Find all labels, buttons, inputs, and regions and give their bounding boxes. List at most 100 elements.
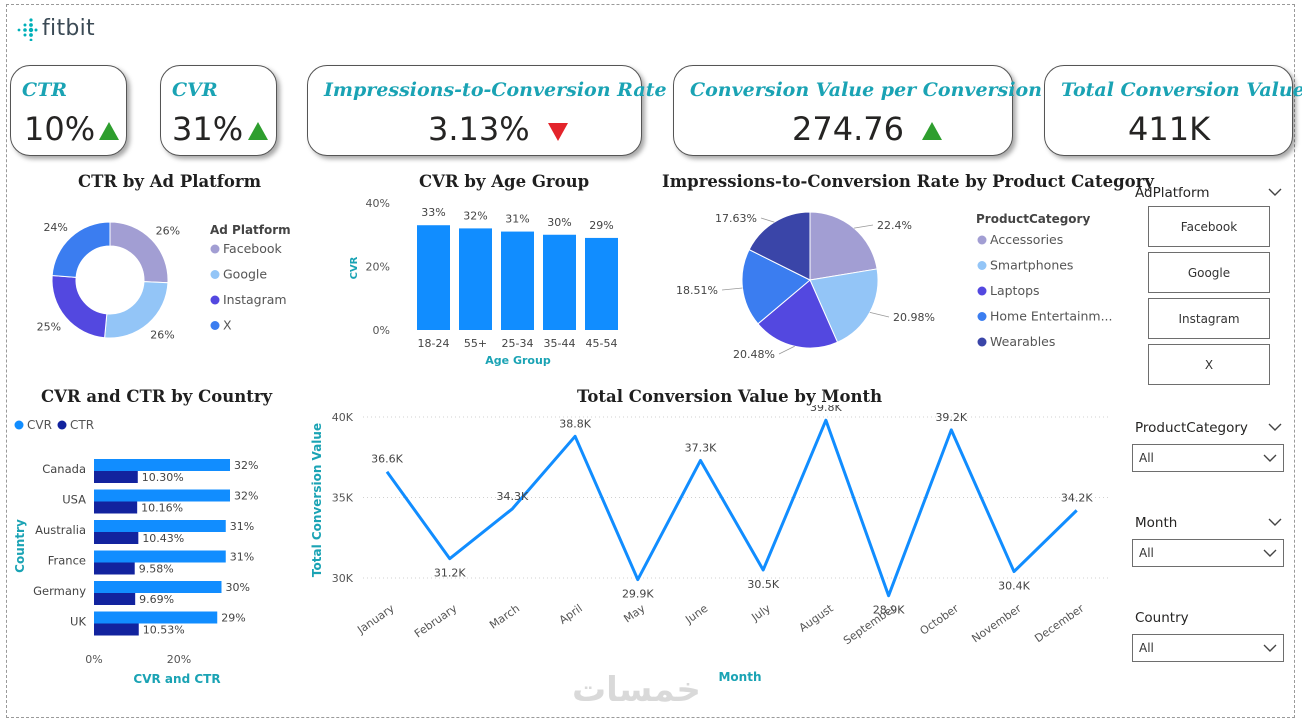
y-tick-label: 35K: [332, 492, 354, 505]
bar-ctr-germany: [94, 593, 136, 605]
slicer-option-instagram[interactable]: Instagram: [1148, 298, 1270, 339]
x-axis-title: Age Group: [485, 354, 551, 367]
donut-data-label: 26%: [150, 328, 174, 341]
chevron-down-icon[interactable]: [1268, 187, 1282, 197]
bar-data-label: 10.30%: [142, 471, 184, 484]
bar-data-label: 29%: [589, 219, 613, 232]
bar-data-label: 10.16%: [141, 502, 183, 515]
kpi-card-value-per-conversion[interactable]: Conversion Value per Conversion 274.76: [673, 65, 1042, 156]
chevron-down-icon[interactable]: [1268, 517, 1282, 527]
pie-slice-0: [809, 211, 878, 281]
x-tick-label: 35-44: [544, 337, 576, 350]
bar-ctr-france: [94, 562, 135, 575]
product-category-dropdown[interactable]: All: [1132, 444, 1284, 472]
bar-data-label: 32%: [234, 459, 258, 472]
brand-name: fitbit: [42, 16, 95, 41]
trend-down-icon: [548, 123, 568, 141]
pie-data-label: 18.51%: [676, 284, 718, 297]
legend-label-google: Google: [223, 267, 267, 282]
kpi-card-total-conversion-value[interactable]: Total Conversion Value 411K: [1044, 65, 1302, 156]
slicer-title-adplatform: AdPlatform: [1135, 185, 1210, 201]
pie-leader-line: [760, 217, 775, 223]
cvr-age-bar-chart[interactable]: 0% 20% 40% 33% 18-24 32% 55+ 31% 25-34 30% 35-44 29…: [340, 190, 640, 370]
line-data-label: 39.2K: [935, 411, 967, 424]
donut-data-label: 25%: [37, 320, 61, 333]
bar-data-label: 33%: [421, 206, 445, 219]
kpi-value: 3.13%: [428, 110, 530, 148]
kpi-card-ctr[interactable]: CTR 10%: [10, 65, 127, 156]
x-tick-label: July: [748, 602, 773, 625]
donut-data-label: 24%: [43, 221, 67, 234]
kpi-card-impressions-to-conversion[interactable]: Impressions-to-Conversion Rate 3.13%: [307, 65, 667, 156]
ctr-donut-chart[interactable]: 26% 26% 25% 24% Ad Platform Facebook Google Ins…: [15, 195, 305, 355]
bar-cvr-usa: [94, 489, 230, 502]
y-tick-label: Australia: [35, 523, 86, 537]
line-data-label: 31.2K: [434, 567, 466, 580]
itc-category-pie-chart[interactable]: 22.4% 20.98% 20.48% 18.51% 17.63% ProductCate…: [655, 195, 1125, 370]
legend-marker: [210, 295, 220, 305]
trend-up-icon: [922, 122, 942, 140]
x-axis-title: Month: [718, 670, 761, 684]
x-tick-label: 45-54: [586, 337, 618, 350]
pie-leader-line: [853, 224, 874, 229]
legend-label: Accessories: [990, 232, 1063, 247]
legend-marker-cvr: [14, 420, 24, 430]
legend-label-instagram: Instagram: [223, 292, 287, 307]
x-tick-label: 0%: [85, 653, 102, 666]
cvr-ctr-country-bar-chart[interactable]: CVR CTR Canada 32% 10.30% USA 32% 10.16% Austral…: [10, 410, 300, 690]
kpi-card-cvr[interactable]: CVR 31%: [160, 65, 277, 156]
bar-data-label: 9.58%: [139, 563, 174, 576]
bar-data-label: 10.43%: [142, 532, 184, 545]
slicer-option-x[interactable]: X: [1148, 344, 1270, 385]
line-data-label: 38.8K: [559, 417, 591, 430]
slicer-title-month: Month: [1135, 515, 1178, 531]
line-data-label: 30.5K: [747, 578, 779, 591]
bar-cvr-uk: [94, 611, 218, 624]
chart-title-cvr-ctr-by-country: CVR and CTR by Country: [41, 387, 273, 406]
y-tick-label: Canada: [42, 462, 86, 476]
y-axis-title: Total Conversion Value: [310, 423, 324, 577]
country-dropdown[interactable]: All: [1132, 634, 1284, 662]
kpi-value: 411K: [1128, 110, 1211, 148]
bar-data-label: 32%: [234, 490, 258, 503]
bar-data-label: 31%: [230, 520, 254, 533]
slicer-option-facebook[interactable]: Facebook: [1148, 206, 1270, 247]
chevron-down-icon[interactable]: [1268, 422, 1282, 432]
pie-leader-line: [721, 287, 743, 291]
fitbit-dots-icon: [17, 17, 38, 41]
legend-label-ctr: CTR: [70, 418, 94, 432]
chart-title-tcv-by-month: Total Conversion Value by Month: [577, 387, 883, 406]
y-tick-label: 0%: [373, 324, 390, 337]
pie-leader-line: [778, 345, 795, 355]
legend-marker-ctr: [57, 420, 67, 430]
line-data-label: 39.8K: [810, 405, 842, 414]
legend-marker: [977, 312, 987, 321]
slicer-option-google[interactable]: Google: [1148, 252, 1270, 293]
y-tick-label: 40K: [332, 411, 354, 424]
bar-data-label: 30%: [547, 216, 571, 229]
bar-ctr-usa: [94, 501, 138, 514]
legend-label-cvr: CVR: [27, 418, 52, 432]
bar-data-label: 32%: [463, 209, 487, 222]
chevron-down-icon: [1263, 454, 1277, 462]
donut-data-label: 26%: [156, 224, 180, 237]
y-tick-label: 20%: [366, 261, 390, 274]
line-data-label: 28.9K: [873, 604, 905, 617]
bar-ctr-uk: [94, 623, 139, 636]
x-tick-label: November: [969, 602, 1024, 646]
slicer-title-country: Country: [1135, 610, 1189, 626]
bar-cvr-australia: [94, 520, 226, 532]
legend-title: ProductCategory: [976, 212, 1090, 226]
legend-label: Smartphones: [990, 258, 1073, 273]
x-tick-label: 25-34: [502, 337, 534, 350]
chevron-down-icon: [1263, 644, 1277, 652]
bar-data-label: 31%: [505, 213, 529, 226]
line-data-label: 34.2K: [1061, 491, 1093, 504]
fitbit-logo: fitbit: [14, 16, 95, 41]
tcv-month-line-chart[interactable]: 30K 35K 40K 36.6K January 31.2K February 34.3K M…: [305, 405, 1125, 690]
dashboard-frame: [6, 4, 1295, 718]
y-tick-label: France: [48, 554, 86, 568]
month-dropdown[interactable]: All: [1132, 539, 1284, 567]
bar-35-44: [543, 234, 576, 330]
y-tick-label: 30K: [332, 572, 354, 585]
